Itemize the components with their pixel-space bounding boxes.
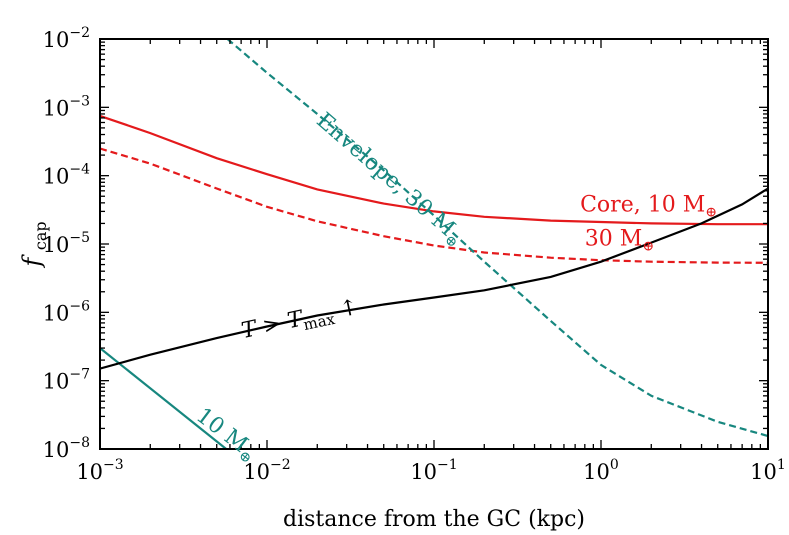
series-line-envelope-10 bbox=[100, 347, 227, 449]
y-tick-label: 10−3 bbox=[43, 93, 90, 120]
y-tick-label: 10−4 bbox=[43, 162, 90, 189]
y-tick-label: 10−5 bbox=[43, 230, 90, 257]
curve-label-2: Envelope, 30 M⊕ bbox=[309, 108, 468, 251]
series-line-core-10 bbox=[100, 114, 768, 226]
x-tick-label: 100 bbox=[583, 457, 619, 484]
x-tick-label: 10−3 bbox=[76, 457, 123, 484]
plot-frame bbox=[99, 38, 769, 450]
x-tick-label: 10−1 bbox=[410, 457, 457, 484]
x-axis-label: distance from the GC (kpc) bbox=[283, 507, 585, 532]
y-axis-label: f cap bbox=[18, 221, 50, 268]
curve-label-3: 10 M⊕ bbox=[189, 403, 261, 467]
y-axis-label-sub: cap bbox=[31, 221, 50, 250]
tick-layer: 10−3 10−2 10−1 100 101 10−8 10−7 10−6 10−5 10−4 10… bbox=[43, 25, 786, 484]
series-line-t-max bbox=[100, 187, 768, 370]
curve-label-1: 30 M⊕ bbox=[585, 227, 654, 255]
y-tick-label: 10−6 bbox=[43, 298, 90, 325]
series-line-envelope-30 bbox=[226, 39, 768, 438]
y-tick-label: 10−2 bbox=[43, 25, 90, 52]
y-tick-label: 10−8 bbox=[43, 435, 90, 462]
x-tick-label: 10−2 bbox=[243, 457, 290, 484]
series-layer bbox=[100, 39, 768, 449]
x-tick-label: 101 bbox=[750, 457, 786, 484]
curve-label-0: Core, 10 M⊕ bbox=[580, 192, 717, 220]
y-axis-label-main: f bbox=[18, 254, 46, 269]
annotation-layer: Core, 10 M⊕ 30 M⊕ Envelope, 30 M⊕ 10 M⊕ T > … bbox=[189, 108, 717, 467]
y-tick-label: 10−7 bbox=[43, 367, 90, 394]
tmax-label: T > Tmax ↑ bbox=[239, 295, 361, 347]
series-line-core-30 bbox=[100, 147, 768, 264]
